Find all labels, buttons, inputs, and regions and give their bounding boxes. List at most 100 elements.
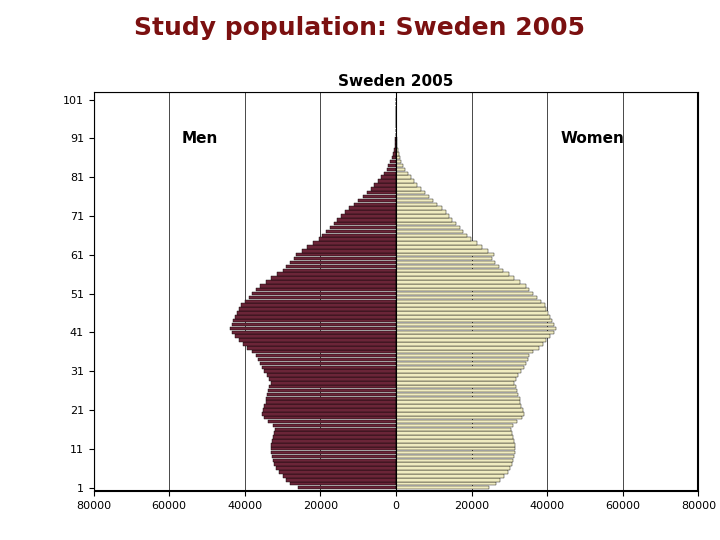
Bar [396,319,552,322]
Bar [396,334,550,338]
Bar [396,447,516,450]
Bar [302,249,396,253]
Bar [396,280,520,284]
Bar [268,393,396,396]
Bar [396,276,514,280]
Bar [258,357,396,361]
Bar [396,249,488,253]
Bar [396,311,549,315]
Bar [396,455,514,458]
Bar [287,265,396,268]
Bar [396,377,516,381]
Bar [233,319,396,322]
Bar [396,179,414,183]
Bar [396,315,550,319]
Bar [287,478,396,482]
Bar [396,214,449,218]
Bar [396,330,554,334]
Bar [396,385,516,388]
Bar [396,148,398,152]
Bar [396,202,437,206]
Bar [396,339,546,342]
Bar [396,257,492,260]
Bar [318,238,396,241]
Bar [283,268,396,272]
Bar [396,284,526,287]
Bar [272,439,396,443]
Bar [396,381,514,384]
Bar [396,167,405,171]
Bar [260,362,396,365]
Bar [266,401,396,404]
Bar [241,303,396,307]
Bar [396,245,482,249]
Bar [396,303,544,307]
Bar [354,202,396,206]
Bar [348,206,396,210]
Bar [396,362,526,365]
Bar [264,416,396,420]
Bar [374,183,396,187]
Bar [396,152,399,156]
Bar [396,183,417,187]
Bar [290,261,396,264]
Bar [396,366,523,369]
Bar [396,327,556,330]
Bar [269,385,396,388]
Bar [387,167,396,171]
Bar [277,272,396,276]
Bar [384,172,396,175]
Bar [396,187,420,191]
Bar [396,241,477,245]
Bar [333,222,396,226]
Bar [394,148,396,152]
Bar [298,486,396,489]
Bar [396,191,425,194]
Bar [330,226,396,230]
Bar [273,458,396,462]
Bar [296,253,396,256]
Bar [396,396,520,400]
Bar [253,350,396,354]
Bar [274,431,396,435]
Bar [396,474,504,477]
Bar [382,176,396,179]
Bar [396,210,446,214]
Bar [392,156,396,159]
Bar [264,404,396,408]
Bar [283,474,396,477]
Bar [274,462,396,466]
Bar [395,140,396,144]
Bar [396,226,459,230]
Bar [263,408,396,411]
Bar [232,330,396,334]
Bar [396,369,521,373]
Bar [396,172,408,175]
Bar [396,176,410,179]
Bar [396,350,534,354]
Bar [396,307,546,311]
Bar [396,482,496,485]
Bar [396,292,534,295]
Bar [396,164,403,167]
Bar [396,253,493,256]
Bar [396,346,539,349]
Bar [371,187,396,191]
Bar [271,451,396,454]
Bar [396,462,512,466]
Bar [266,280,396,284]
Bar [396,342,543,346]
Bar [396,373,518,377]
Bar [235,315,396,319]
Bar [396,428,511,431]
Bar [338,218,396,221]
Bar [396,439,514,443]
Bar [341,214,396,218]
Bar [239,339,396,342]
Bar [396,156,400,159]
Bar [271,447,396,450]
Bar [256,288,396,292]
Bar [262,366,396,369]
Bar [269,420,396,423]
Bar [326,230,396,233]
